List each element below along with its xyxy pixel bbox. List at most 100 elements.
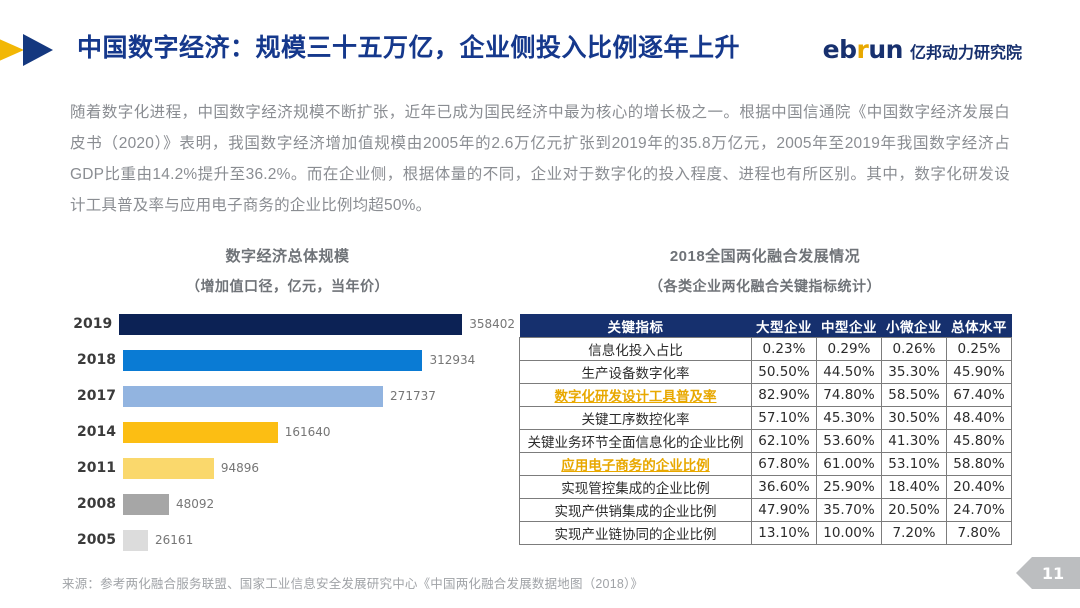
table-cell-value: 35.70%	[816, 498, 882, 522]
arrow-navy-icon	[23, 34, 53, 66]
table-header-row: 关键指标 大型企业 中型企业 小微企业 总体水平	[519, 314, 1012, 338]
table-cell-value: 47.90%	[751, 498, 817, 522]
table-cell-value: 44.50%	[816, 360, 882, 384]
table-row: 实现产供销集成的企业比例 47.90% 35.70% 20.50% 24.70%	[519, 498, 1012, 522]
table-cell-metric: 数字化研发设计工具普及率	[519, 383, 752, 407]
bar-fill	[123, 421, 278, 443]
table-cell-metric: 实现产供销集成的企业比例	[519, 498, 752, 522]
bar-fill	[123, 385, 384, 407]
table-cell-value: 7.20%	[881, 521, 947, 545]
bar-category-label: 2008	[77, 496, 116, 512]
source-note: 来源：参考两化融合服务联盟、国家工业信息安全发展研究中心《中国两化融合发展数据地…	[62, 577, 644, 591]
table-cell-value: 20.50%	[881, 498, 947, 522]
bar-list: 2019 358402 2018 312934 2017 271737 2014 161640…	[60, 307, 515, 559]
table-row: 关键工序数控化率 57.10% 45.30% 30.50% 48.40%	[519, 406, 1012, 430]
bar-value-label: 48092	[176, 497, 215, 511]
table-cell-value: 30.50%	[881, 406, 947, 430]
table-cell-metric: 关键业务环节全面信息化的企业比例	[519, 429, 752, 453]
page-header: 中国数字经济：规模三十五万亿，企业侧投入比例逐年上升 ebrun 亿邦动力研究院	[0, 0, 1080, 86]
bar-fill	[123, 493, 170, 515]
brand-en-part1: eb	[822, 35, 857, 64]
bar-category-label: 2014	[77, 424, 116, 440]
integration-metrics-table: 关键指标 大型企业 中型企业 小微企业 总体水平 信息化投入占比 0.23% 0.29% 0.…	[519, 314, 1012, 545]
table-cell-value: 25.90%	[816, 475, 882, 499]
bar-row: 2011 94896	[60, 451, 515, 485]
bar-value-label: 271737	[390, 389, 436, 403]
integration-development-table-panel: 2018全国两化融合发展情况 （各类企业两化融合关键指标统计） 关键指标 大型企业…	[519, 245, 1012, 545]
bar-value-label: 26161	[155, 533, 194, 547]
bar-row: 2008 48092	[60, 487, 515, 521]
bar-fill	[123, 349, 423, 371]
bar-row: 2017 271737	[60, 379, 515, 413]
table-body: 信息化投入占比 0.23% 0.29% 0.26% 0.25% 生产设备数字化率 50.50…	[519, 337, 1012, 545]
table-cell-value: 7.80%	[946, 521, 1012, 545]
table-subtitle: （各类企业两化融合关键指标统计）	[649, 278, 881, 294]
table-cell-value: 45.80%	[946, 429, 1012, 453]
table-cell-value: 61.00%	[816, 452, 882, 476]
bar-category-label: 2011	[77, 460, 116, 476]
bar-value-label: 161640	[284, 425, 331, 439]
brand-en-accent: r	[856, 35, 869, 64]
table-cell-value: 45.90%	[946, 360, 1012, 384]
table-row: 生产设备数字化率 50.50% 44.50% 35.30% 45.90%	[519, 360, 1012, 384]
table-cell-value: 0.25%	[946, 337, 1012, 361]
table-cell-value: 53.60%	[816, 429, 882, 453]
table-cell-value: 62.10%	[751, 429, 817, 453]
page-title: 中国数字经济：规模三十五万亿，企业侧投入比例逐年上升	[77, 34, 741, 62]
table-column-header: 总体水平	[946, 314, 1012, 338]
table-row: 实现管控集成的企业比例 36.60% 25.90% 18.40% 20.40%	[519, 475, 1012, 499]
table-cell-value: 74.80%	[816, 383, 882, 407]
chart-title: 数字经济总体规模	[225, 248, 350, 265]
bar-track: 94896	[123, 451, 515, 485]
table-cell-value: 0.26%	[881, 337, 947, 361]
bar-fill	[123, 457, 214, 479]
table-cell-value: 57.10%	[751, 406, 817, 430]
bar-row: 2005 26161	[60, 523, 515, 557]
bar-fill	[123, 529, 149, 551]
table-cell-metric: 实现产业链协同的企业比例	[519, 521, 752, 545]
bar-track: 26161	[123, 523, 515, 557]
bar-row: 2019 358402	[60, 307, 515, 341]
table-cell-metric: 应用电子商务的企业比例	[519, 452, 752, 476]
table-cell-metric: 实现管控集成的企业比例	[519, 475, 752, 499]
table-cell-value: 58.50%	[881, 383, 947, 407]
table-row: 应用电子商务的企业比例 67.80% 61.00% 53.10% 58.80%	[519, 452, 1012, 476]
table-cell-value: 53.10%	[881, 452, 947, 476]
table-cell-metric: 信息化投入占比	[519, 337, 752, 361]
bar-value-label: 358402	[469, 317, 515, 331]
table-cell-value: 41.30%	[881, 429, 947, 453]
double-arrow-icon	[0, 31, 72, 69]
bar-track: 312934	[123, 343, 515, 377]
bar-track: 358402	[119, 307, 515, 341]
table-cell-value: 18.40%	[881, 475, 947, 499]
brand-name-cn: 亿邦动力研究院	[909, 45, 1022, 62]
digital-economy-scale-chart: 数字经济总体规模 （增加值口径，亿元，当年价） 2019 358402 2018 31…	[60, 245, 515, 555]
table-title: 2018全国两化融合发展情况	[669, 248, 861, 265]
brand-wordmark: ebrun	[822, 35, 904, 64]
table-cell-value: 50.50%	[751, 360, 817, 384]
table-row: 实现产业链协同的企业比例 13.10% 10.00% 7.20% 7.80%	[519, 521, 1012, 545]
bar-row: 2014 161640	[60, 415, 515, 449]
chart-subtitle: （增加值口径，亿元，当年价）	[186, 278, 389, 294]
bar-track: 48092	[123, 487, 515, 521]
brand-en-part2: un	[868, 35, 903, 64]
table-cell-value: 58.80%	[946, 452, 1012, 476]
arrow-gold-icon	[0, 35, 24, 65]
bar-track: 271737	[123, 379, 515, 413]
bar-fill	[119, 313, 463, 335]
bar-category-label: 2019	[73, 316, 113, 332]
table-cell-value: 24.70%	[946, 498, 1012, 522]
bar-category-label: 2017	[77, 388, 116, 404]
table-cell-metric: 生产设备数字化率	[519, 360, 752, 384]
table-row: 关键业务环节全面信息化的企业比例 62.10% 53.60% 41.30% 45.80%	[519, 429, 1012, 453]
bar-category-label: 2018	[77, 352, 116, 368]
bar-value-label: 312934	[429, 353, 476, 367]
table-row: 信息化投入占比 0.23% 0.29% 0.26% 0.25%	[519, 337, 1012, 361]
table-column-header: 中型企业	[816, 314, 882, 338]
table-cell-metric: 关键工序数控化率	[519, 406, 752, 430]
table-column-header: 关键指标	[519, 314, 752, 338]
table-cell-value: 67.40%	[946, 383, 1012, 407]
table-cell-value: 35.30%	[881, 360, 947, 384]
bar-value-label: 94896	[220, 461, 259, 475]
table-cell-value: 45.30%	[816, 406, 882, 430]
